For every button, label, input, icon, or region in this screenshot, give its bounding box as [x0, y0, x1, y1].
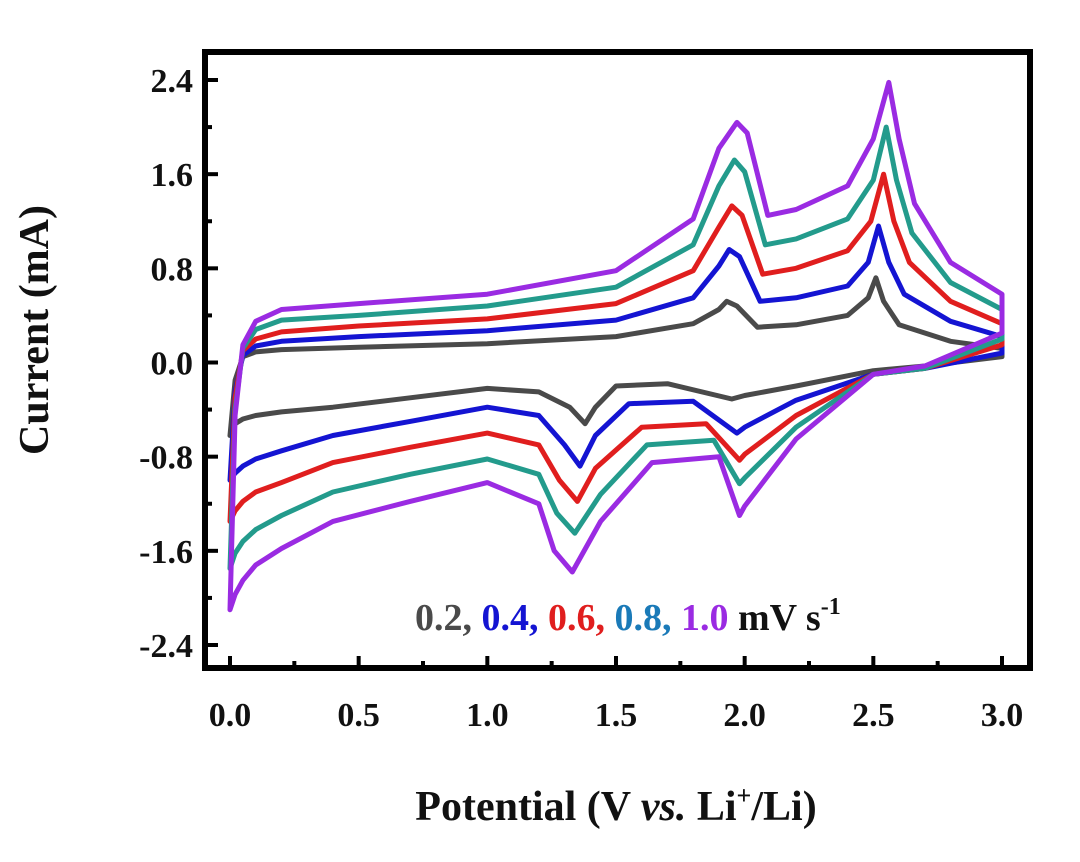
x-axis-title-superscript: + [737, 781, 752, 810]
axis-ticks-group: 0.0 0.5 1.0 1.5 2.0 2.5 3.0 2.4 1.6 0.8 0.0 -0.8 -1.… [139, 63, 1023, 734]
y-tick-label-5: -1.6 [139, 534, 193, 571]
y-tick-label-6: -2.4 [139, 628, 193, 665]
x-axis-title-middle: Li [686, 784, 737, 830]
legend-entry-0: 0.2, [415, 597, 472, 639]
x-tick-label-6: 3.0 [981, 697, 1024, 734]
legend-entry-1: 0.4, [482, 597, 539, 639]
legend-entry-4: 1.0 [681, 597, 729, 639]
x-tick-label-3: 1.5 [595, 697, 638, 734]
y-tick-label-2: 0.8 [151, 251, 194, 288]
x-tick-label-4: 2.0 [723, 697, 766, 734]
series-line-0-4 [227, 223, 1005, 483]
x-axis-title-italic: vs. [641, 784, 687, 830]
legend-entry-2: 0.6, [548, 597, 605, 639]
series-line-1-0 [227, 79, 1005, 613]
x-tick-label-5: 2.5 [852, 697, 895, 734]
legend-entry-3: 0.8, [615, 597, 672, 639]
x-tick-label-2: 1.0 [466, 697, 509, 734]
y-tick-label-4: -0.8 [139, 440, 193, 477]
legend-unit: mV s [738, 597, 821, 639]
y-tick-label-3: 0.0 [151, 346, 194, 383]
legend: 0.2, 0.4, 0.6, 0.8, 1.0 mV s-1 [415, 594, 841, 639]
legend-unit-superscript: -1 [821, 594, 841, 620]
plot-frame [202, 49, 1033, 671]
x-tick-label-0: 0.0 [209, 697, 252, 734]
x-axis-title-suffix: /Li) [750, 784, 816, 830]
x-axis-title: Potential (V vs. Li+/Li) [415, 781, 816, 830]
x-axis-title-prefix: Potential (V [415, 784, 641, 830]
y-axis-title: Current (mA) [12, 205, 58, 455]
y-tick-label-1: 1.6 [151, 157, 194, 194]
data-series-group [227, 79, 1005, 613]
x-tick-label-1: 0.5 [337, 697, 380, 734]
y-tick-label-0: 2.4 [151, 63, 194, 100]
